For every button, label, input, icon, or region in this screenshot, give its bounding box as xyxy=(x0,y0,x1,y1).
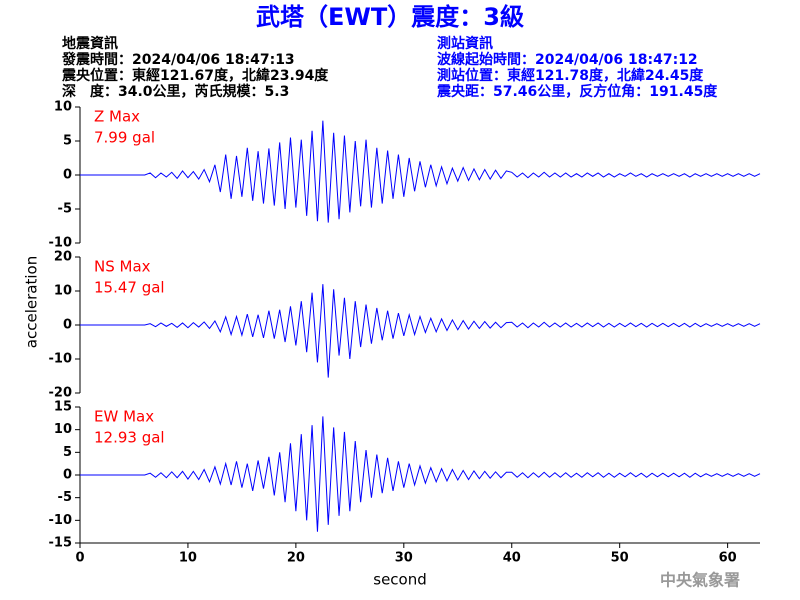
info-right: 震央距：57.46公里，反方位角：191.45度 xyxy=(436,83,718,100)
panel-label: NS Max xyxy=(94,258,151,276)
y-tick-label: 15 xyxy=(54,400,72,415)
y-tick-label: -10 xyxy=(49,513,73,528)
y-tick-label: -20 xyxy=(49,386,73,401)
info-left: 震央位置：東經121.67度，北緯23.94度 xyxy=(61,67,329,84)
max-label: 12.93 gal xyxy=(94,429,165,447)
title: 武塔（EWT）震度：3級 xyxy=(256,3,524,31)
y-tick-label: -5 xyxy=(58,490,72,505)
y-tick-label: 10 xyxy=(54,284,72,299)
y-tick-label: 10 xyxy=(54,422,72,437)
info-left: 發震時間：2024/04/06 18:47:13 xyxy=(61,51,295,68)
info-left: 深 度：34.0公里，芮氏規模：5.3 xyxy=(62,83,289,100)
x-tick-label: 50 xyxy=(611,551,629,566)
y-tick-label: 5 xyxy=(63,445,72,460)
y-tick-label: -10 xyxy=(49,236,73,251)
y-tick-label: 0 xyxy=(63,318,72,333)
x-tick-label: 30 xyxy=(395,551,413,566)
x-tick-label: 10 xyxy=(179,551,197,566)
x-tick-label: 20 xyxy=(287,551,305,566)
x-axis-label: second xyxy=(373,571,427,589)
waveform xyxy=(80,120,761,223)
y-axis-label: acceleration xyxy=(23,256,41,348)
y-tick-label: -15 xyxy=(49,536,73,551)
x-tick-label: 60 xyxy=(719,551,737,566)
x-tick-label: 40 xyxy=(503,551,521,566)
info-right: 波線起始時間：2024/04/06 18:47:12 xyxy=(437,51,698,68)
panel-label: Z Max xyxy=(94,108,140,126)
y-tick-label: 0 xyxy=(63,468,72,483)
info-right: 測站位置：東經121.78度，北緯24.45度 xyxy=(437,67,704,84)
waveform xyxy=(80,284,761,378)
footer: 中央氣象署 xyxy=(660,571,740,590)
y-tick-label: 20 xyxy=(54,250,72,265)
waveform xyxy=(80,416,761,532)
panel-label: EW Max xyxy=(94,408,154,426)
x-tick-label: 0 xyxy=(75,551,84,566)
y-tick-label: 10 xyxy=(54,100,72,115)
info-left: 地震資訊 xyxy=(62,35,118,52)
max-label: 15.47 gal xyxy=(94,279,165,297)
max-label: 7.99 gal xyxy=(94,129,155,147)
y-tick-label: 5 xyxy=(63,134,72,149)
y-tick-label: 0 xyxy=(63,168,72,183)
info-right: 測站資訊 xyxy=(437,35,493,52)
y-tick-label: -5 xyxy=(58,202,72,217)
y-tick-label: -10 xyxy=(49,352,73,367)
